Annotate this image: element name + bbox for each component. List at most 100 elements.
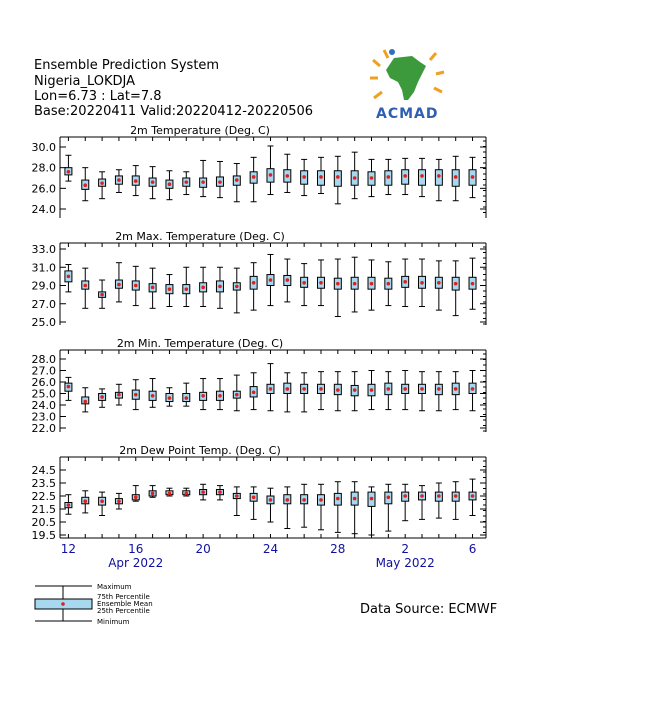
box-day-21 (215, 485, 224, 501)
box-day-20 (199, 378, 208, 411)
mean-marker (437, 280, 441, 285)
mean-marker (470, 494, 475, 498)
panel-4: 2m Dew Point Temp. (Deg. C)24.523.522.52… (32, 444, 487, 542)
mean-marker (302, 498, 306, 502)
box-day-17 (148, 378, 157, 408)
mean-marker (403, 280, 407, 284)
mean-marker (150, 285, 155, 290)
y-tick-label: 23.0 (32, 411, 57, 424)
mean-marker (268, 278, 273, 282)
mean-marker (133, 179, 138, 183)
panel-title: 2m Temperature (Deg. C) (130, 124, 270, 137)
x-tick-label: 20 (195, 542, 210, 556)
mean-marker (369, 388, 374, 392)
panel-title: 2m Min. Temperature (Deg. C) (117, 337, 283, 350)
mean-marker (218, 394, 222, 398)
mean-marker (319, 175, 323, 179)
box-day-12 (64, 264, 73, 293)
box-day-13 (81, 490, 90, 514)
y-tick-label: 27.0 (32, 298, 57, 311)
mean-marker (470, 281, 475, 286)
mean-marker (83, 499, 88, 504)
panel-2: 2m Max. Temperature (Deg. C) 33.0 31.0 29.0… (32, 230, 487, 329)
mean-marker (319, 280, 323, 285)
box-day-34 (434, 158, 443, 202)
box-day-25 (283, 153, 292, 193)
mean-marker (218, 490, 222, 494)
mean-marker (302, 280, 306, 285)
box-day-27 (316, 156, 325, 194)
mean-marker (336, 175, 340, 179)
box-day-31 (384, 483, 393, 532)
mean-marker (420, 174, 424, 178)
mean-marker (66, 384, 71, 389)
box-day-20 (199, 483, 208, 501)
mean-marker (150, 180, 155, 184)
box-day-26 (300, 263, 309, 307)
box-day-12 (64, 376, 73, 401)
y-tick-label: 24.0 (32, 203, 57, 216)
month-label: Apr 2022 (108, 556, 163, 570)
mean-marker (336, 388, 340, 392)
box-day-19 (182, 266, 191, 307)
box-day-24 (266, 253, 275, 307)
box-day-29 (350, 256, 359, 313)
base-valid-dates: Base:20220411 Valid:20220412-20220506 (34, 104, 314, 119)
box-day-36 (468, 156, 477, 199)
mean-marker (167, 491, 172, 496)
box-day-23 (249, 372, 258, 411)
box-day-28 (333, 481, 342, 533)
box-day-26 (300, 372, 309, 413)
mean-marker (336, 281, 340, 286)
mean-marker (453, 494, 458, 498)
box-day-28 (333, 155, 342, 205)
mean-marker (470, 175, 475, 179)
y-tick-label: 27.0 (32, 365, 57, 378)
box-day-29 (350, 481, 359, 535)
mean-marker (184, 180, 189, 184)
mean-marker (319, 498, 323, 502)
legend-p25: 25th Percentile (97, 607, 150, 615)
box-day-19 (182, 487, 191, 497)
y-tick-label: 22.0 (32, 422, 57, 435)
box-day-25 (283, 258, 292, 303)
mean-marker (352, 176, 357, 180)
mean-marker (83, 399, 88, 404)
box-day-15 (114, 262, 123, 303)
mean-marker (201, 285, 205, 290)
mean-marker (420, 387, 424, 391)
mean-marker (336, 496, 340, 501)
mean-marker (184, 287, 189, 291)
mean-marker (437, 387, 441, 391)
mean-marker (100, 395, 104, 399)
box-day-15 (114, 383, 123, 406)
y-tick-label: 28.0 (32, 162, 57, 175)
mean-marker (234, 284, 239, 289)
mean-marker (150, 491, 155, 496)
box-day-14 (98, 491, 107, 516)
box-day-35 (451, 371, 460, 411)
mean-marker (268, 498, 273, 502)
box-day-32 (401, 483, 410, 522)
mean-marker (133, 283, 138, 288)
mean-marker (201, 394, 205, 398)
mean-marker (386, 495, 391, 500)
panel-3: 2m Min. Temperature (Deg. C) 28.027.026.0… (32, 337, 487, 435)
y-tick-label: 20.5 (32, 516, 57, 529)
box-day-19 (182, 171, 191, 196)
box-day-20 (199, 266, 208, 307)
mean-marker (100, 181, 104, 185)
data-source: Data Source: ECMWF (360, 602, 498, 617)
mean-marker (117, 178, 121, 182)
box-day-27 (316, 371, 325, 411)
box-day-33 (418, 157, 427, 198)
month-label: May 2022 (376, 556, 435, 570)
box-day-15 (114, 169, 123, 193)
box-day-19 (182, 382, 191, 407)
box-day-16 (131, 165, 140, 197)
mean-marker (403, 494, 407, 498)
box-day-34 (434, 482, 443, 519)
box-day-34 (434, 260, 443, 311)
box-day-23 (249, 486, 258, 520)
